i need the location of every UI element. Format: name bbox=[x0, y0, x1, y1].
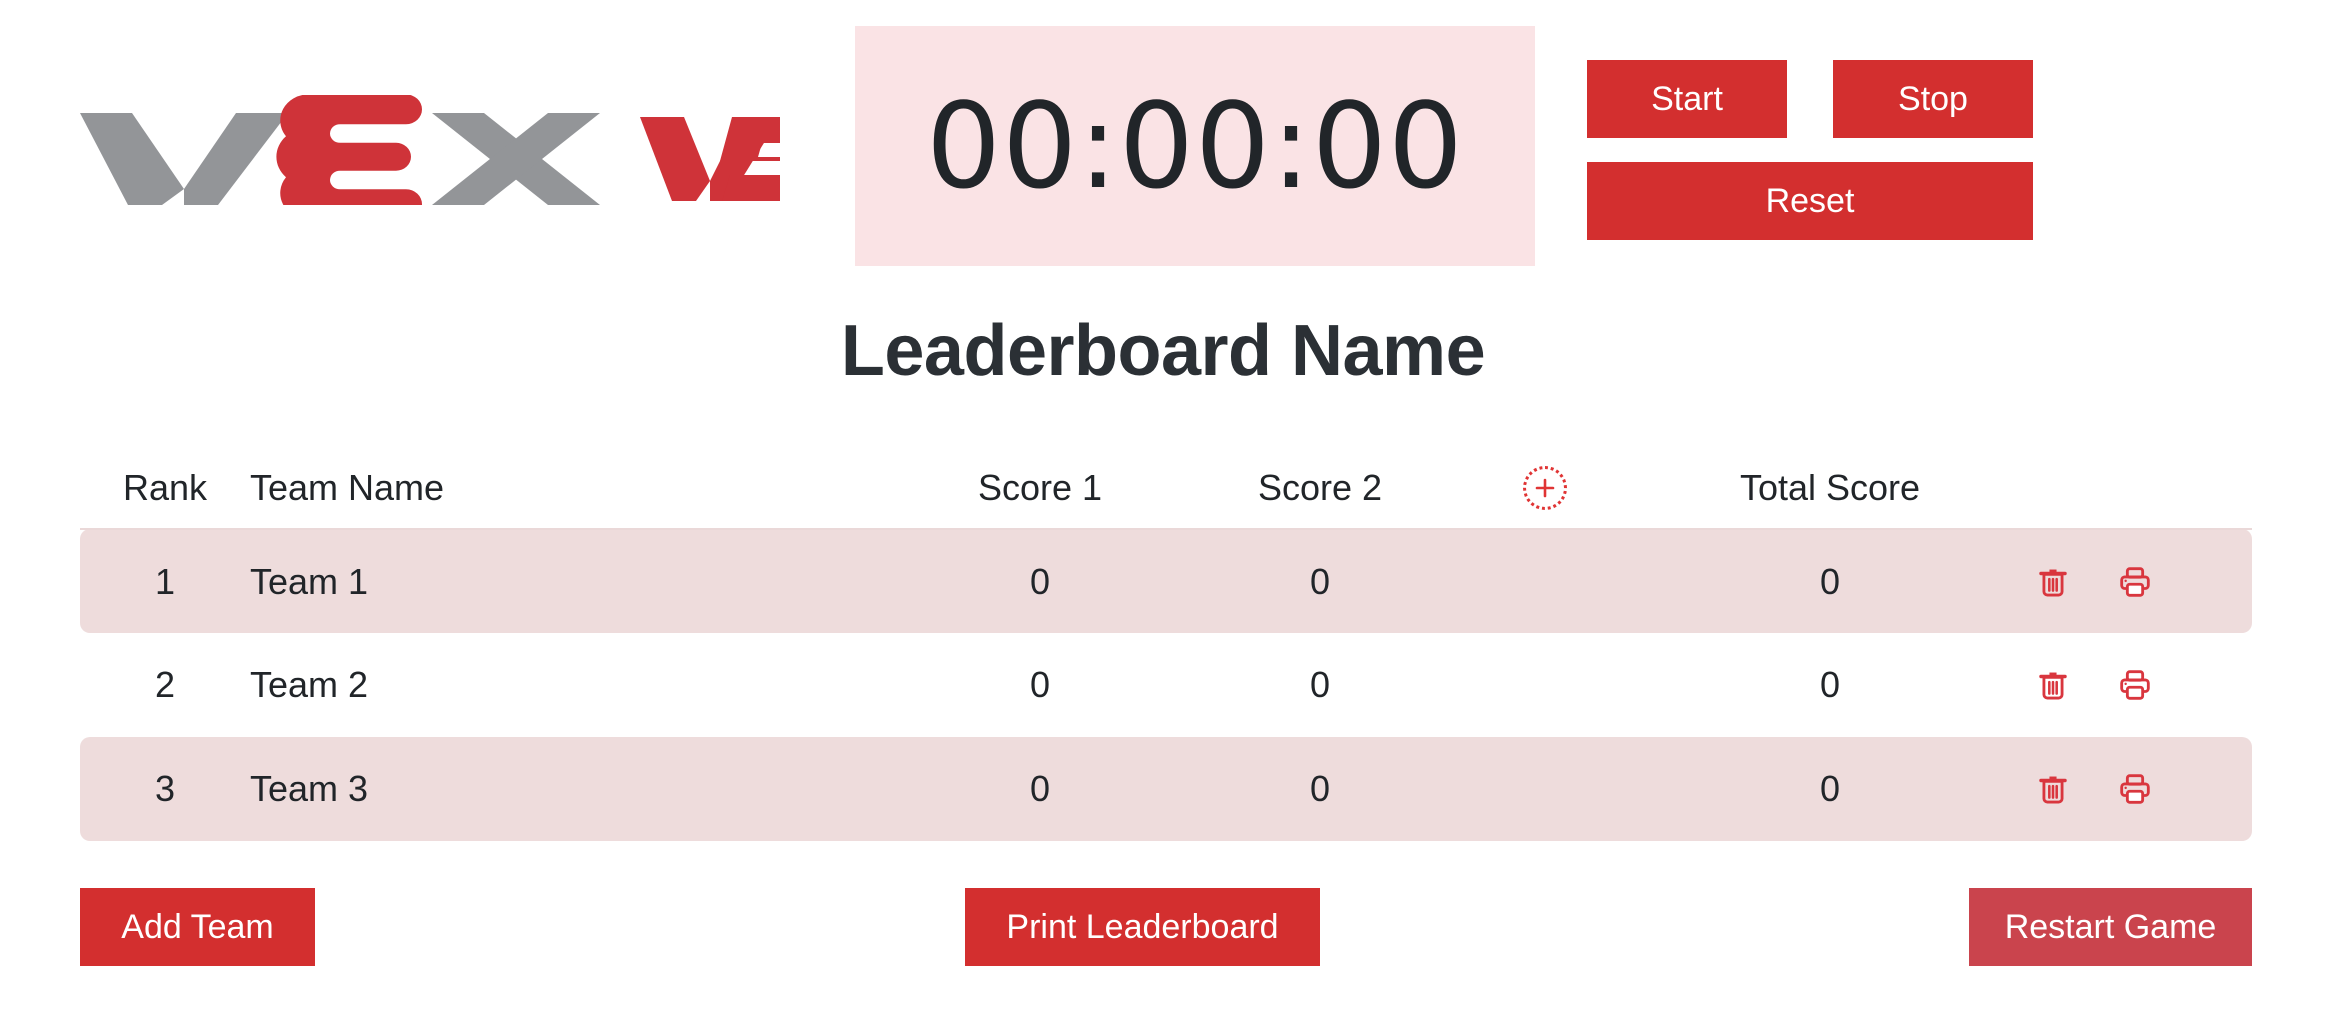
cell-rank: 1 bbox=[80, 529, 250, 633]
cell-actions bbox=[2020, 633, 2252, 737]
column-header-score-2: Score 2 bbox=[1190, 448, 1450, 530]
cell-score-2[interactable]: 0 bbox=[1190, 529, 1450, 633]
cell-add-spacer bbox=[1450, 529, 1640, 633]
add-circle-icon[interactable] bbox=[1523, 466, 1567, 510]
row-actions bbox=[2020, 563, 2252, 601]
timer-display: 00:00:00 bbox=[855, 26, 1535, 266]
trash-icon[interactable] bbox=[2034, 666, 2072, 704]
trash-icon[interactable] bbox=[2034, 770, 2072, 808]
header-bar: 00:00:00 Start Stop Reset bbox=[0, 0, 2326, 272]
cell-score-2[interactable]: 0 bbox=[1309, 664, 1331, 705]
cell-score-1[interactable]: 0 bbox=[1029, 664, 1051, 705]
print-leaderboard-button[interactable]: Print Leaderboard bbox=[965, 888, 1320, 966]
trash-icon[interactable] bbox=[2034, 563, 2072, 601]
table-row[interactable]: 1 Team 1 0 0 0 bbox=[80, 529, 2252, 633]
cell-actions bbox=[2020, 737, 2252, 841]
table-row[interactable]: 3 Team 3 0 0 0 bbox=[80, 737, 2252, 841]
cell-score-1[interactable]: 0 bbox=[890, 529, 1190, 633]
printer-icon[interactable] bbox=[2116, 666, 2154, 704]
stop-button[interactable]: Stop bbox=[1833, 60, 2033, 138]
cell-score-1[interactable]: 0 bbox=[890, 737, 1190, 841]
timer-value: 00:00:00 bbox=[926, 77, 1464, 215]
table-row[interactable]: 2 Team 2 0 0 0 bbox=[80, 633, 2252, 737]
table-body: 1 Team 1 0 0 0 bbox=[80, 529, 2252, 841]
cell-total-score: 0 bbox=[1819, 664, 1841, 705]
table-header: Rank Team Name Score 1 Score 2 Total Sco… bbox=[80, 448, 2252, 530]
start-button[interactable]: Start bbox=[1587, 60, 1787, 138]
cell-add-spacer bbox=[1450, 633, 1640, 737]
add-team-button[interactable]: Add Team bbox=[80, 888, 315, 966]
column-header-rank: Rank bbox=[80, 448, 250, 530]
printer-icon[interactable] bbox=[2116, 770, 2154, 808]
vex-v5-logo bbox=[80, 95, 780, 205]
row-actions bbox=[2020, 666, 2252, 704]
row-actions bbox=[2020, 770, 2252, 808]
column-header-score-1: Score 1 bbox=[890, 448, 1190, 530]
cell-team-name[interactable]: Team 3 bbox=[250, 737, 890, 841]
cell-total-score: 0 bbox=[1640, 737, 2020, 841]
cell-total-score: 0 bbox=[1640, 529, 2020, 633]
printer-icon[interactable] bbox=[2116, 563, 2154, 601]
cell-rank: 3 bbox=[80, 737, 250, 841]
column-header-actions bbox=[2020, 448, 2252, 530]
table-header-row: Rank Team Name Score 1 Score 2 Total Sco… bbox=[80, 448, 2252, 530]
column-header-team-name: Team Name bbox=[250, 448, 890, 530]
leaderboard-table: Rank Team Name Score 1 Score 2 Total Sco… bbox=[80, 448, 2252, 841]
restart-game-button[interactable]: Restart Game bbox=[1969, 888, 2252, 966]
cell-rank: 2 bbox=[154, 664, 176, 705]
page-title: Leaderboard Name bbox=[840, 311, 1486, 391]
cell-team-name[interactable]: Team 1 bbox=[250, 529, 890, 633]
cell-team-name[interactable]: Team 2 bbox=[250, 664, 369, 705]
cell-actions bbox=[2020, 529, 2252, 633]
cell-score-2[interactable]: 0 bbox=[1190, 737, 1450, 841]
leaderboard-table-container: Rank Team Name Score 1 Score 2 Total Sco… bbox=[80, 448, 2252, 841]
column-header-add-column bbox=[1450, 448, 1640, 530]
reset-button[interactable]: Reset bbox=[1587, 162, 2033, 240]
column-header-total-score: Total Score bbox=[1640, 448, 2020, 530]
cell-add-spacer bbox=[1450, 737, 1640, 841]
